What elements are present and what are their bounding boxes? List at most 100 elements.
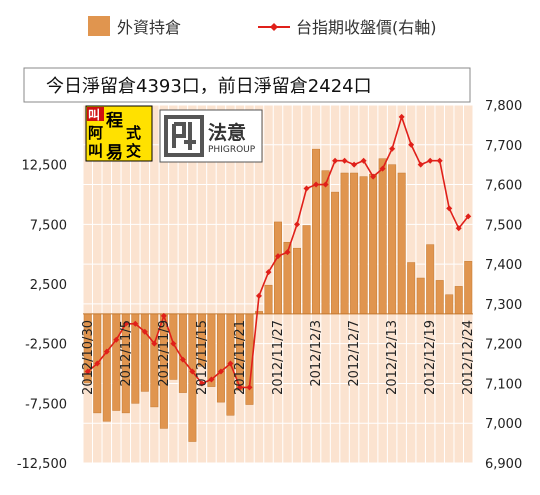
price-point <box>436 157 443 164</box>
price-point <box>189 368 196 375</box>
x-tick-label: 2012/11/21 <box>233 320 248 395</box>
x-tick-label: 2012/11/5 <box>119 320 134 387</box>
bar <box>293 247 301 315</box>
bar <box>102 313 111 422</box>
bar <box>464 261 473 315</box>
logo-left-char-1: 叫 <box>88 107 100 122</box>
x-tick-label: 2012/12/24 <box>461 320 476 395</box>
price-point <box>265 269 272 276</box>
price-point <box>179 356 186 363</box>
price-point <box>427 157 434 164</box>
logo-right: 法意 PHIGROUP <box>159 109 263 163</box>
price-point <box>236 384 243 391</box>
right-tick-label: 7,100 <box>485 377 522 392</box>
bar <box>264 284 273 315</box>
price-point <box>275 253 281 260</box>
right-tick-label: 7,600 <box>485 179 522 194</box>
right-axis: 7,800 7,700 7,600 7,500 7,400 7,300 7,200 7,100… <box>485 99 522 472</box>
bar <box>407 262 416 315</box>
bar <box>216 313 225 403</box>
right-tick-label: 7,000 <box>485 417 522 432</box>
price-point <box>246 384 253 391</box>
price-point <box>398 113 405 120</box>
legend-line-marker <box>270 23 278 31</box>
price-point <box>303 185 310 192</box>
bar <box>445 294 454 315</box>
logo-left-char-5: 叫 <box>88 142 103 160</box>
right-tick-label: 6,900 <box>485 457 522 472</box>
logo-left-char-3: 阿 <box>88 124 103 142</box>
logo-right-sub: PHIGROUP <box>208 145 256 155</box>
bar <box>302 225 311 315</box>
logo-left-char-6: 易 <box>106 143 123 163</box>
left-tick-label: 12,500 <box>22 159 68 174</box>
price-point <box>103 348 110 355</box>
left-tick-label: -7,500 <box>25 397 67 412</box>
bar <box>340 172 349 315</box>
right-tick-label: 7,300 <box>485 298 522 313</box>
x-tick-label: 2012/12/7 <box>347 320 362 387</box>
bar <box>435 280 444 315</box>
x-axis: 2012/10/30 2012/11/5 2012/11/9 2012/11/15 20… <box>81 320 476 395</box>
price-point <box>141 328 148 335</box>
left-tick-label: -2,500 <box>25 338 67 353</box>
right-tick-label: 7,800 <box>485 99 522 114</box>
bar <box>454 286 463 315</box>
logo-left-red-strip <box>87 107 104 121</box>
bar <box>321 170 330 315</box>
price-point <box>322 181 329 188</box>
x-tick-label: 2012/12/19 <box>423 320 438 395</box>
x-tick-label: 2012/10/30 <box>81 320 96 395</box>
logo-right-emblem-mark <box>172 122 196 150</box>
price-point <box>370 173 377 180</box>
right-tick-label: 7,700 <box>485 139 522 154</box>
price-point <box>446 205 453 212</box>
x-tick-label: 2012/11/15 <box>195 320 210 395</box>
title-box: 今日淨留倉4393口，前日淨留倉2424口 <box>23 67 471 103</box>
logo-left-char-4: 式 <box>126 124 141 142</box>
price-point <box>113 336 120 343</box>
price-point <box>341 157 348 164</box>
price-point <box>379 165 386 172</box>
price-point <box>94 360 101 367</box>
bar <box>312 148 321 315</box>
price-point <box>332 157 339 164</box>
bar <box>140 313 149 392</box>
logo-left-char-7: 交 <box>126 142 141 160</box>
price-point <box>389 145 396 152</box>
bar <box>397 172 406 315</box>
bar <box>359 176 368 315</box>
x-tick-label: 2012/12/3 <box>309 320 324 387</box>
line-series <box>84 113 472 391</box>
price-point <box>284 249 291 256</box>
left-tick-label: 7,500 <box>30 218 67 233</box>
price-point <box>417 161 424 168</box>
right-tick-label: 7,400 <box>485 258 522 273</box>
logo-left: 叫 程 阿 式 叫 易 交 <box>85 105 153 163</box>
price-point <box>160 312 167 319</box>
price-point <box>227 360 234 367</box>
title-text: 今日淨留倉4393口，前日淨留倉2424口 <box>46 76 372 97</box>
x-tick-label: 2012/12/13 <box>385 320 400 395</box>
x-tick-label: 2012/11/9 <box>157 320 172 387</box>
left-axis: 12,500 7,500 2,500 -2,500 -7,500 -12,500 <box>17 159 67 472</box>
gridlines <box>82 104 474 464</box>
price-point <box>170 340 177 347</box>
price-point <box>84 368 91 375</box>
price-point <box>313 181 320 188</box>
bar <box>416 277 425 315</box>
legend-line-label: 台指期收盤價(右軸) <box>296 18 437 37</box>
left-tick-label: -12,500 <box>17 457 67 472</box>
logo-left-char-2: 程 <box>106 111 123 131</box>
bar <box>369 173 378 315</box>
price-point <box>132 320 139 327</box>
right-tick-label: 7,500 <box>485 218 522 233</box>
price-point <box>198 380 205 387</box>
price-point <box>408 141 415 148</box>
price-point <box>122 320 129 327</box>
bar <box>274 221 282 315</box>
bar <box>388 164 397 315</box>
price-point <box>294 221 301 228</box>
title-box-frame <box>23 67 471 103</box>
